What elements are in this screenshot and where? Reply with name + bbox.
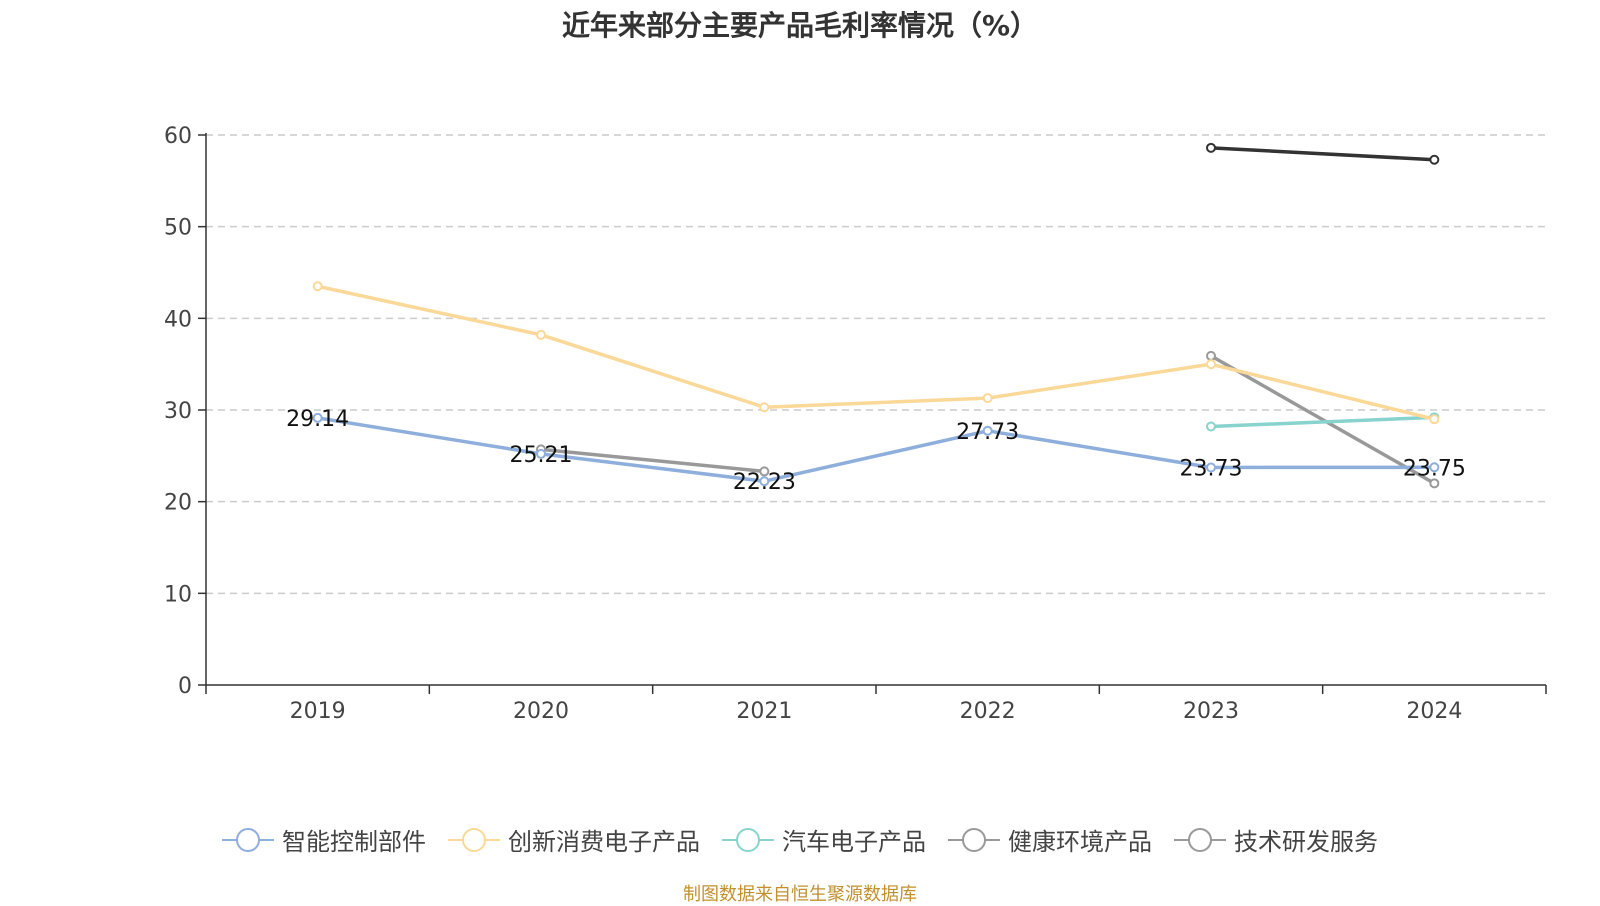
data-label: 27.73 bbox=[956, 420, 1019, 445]
y-tick-label: 30 bbox=[164, 399, 192, 424]
y-tick-label: 60 bbox=[164, 124, 192, 149]
series-line bbox=[1210, 146, 1435, 162]
data-label: 23.73 bbox=[1180, 456, 1243, 481]
data-label: 22.23 bbox=[733, 470, 796, 495]
data-point bbox=[982, 425, 993, 436]
data-point bbox=[1429, 462, 1440, 473]
y-tick-label: 0 bbox=[178, 674, 192, 699]
data-point bbox=[1429, 414, 1440, 425]
data-point bbox=[1429, 154, 1440, 165]
legend-marker-icon bbox=[722, 827, 774, 853]
legend-label: 技术研发服务 bbox=[1234, 828, 1378, 856]
x-tick-label: 2022 bbox=[960, 699, 1016, 724]
legend-label: 创新消费电子产品 bbox=[508, 828, 700, 856]
data-label: 23.75 bbox=[1403, 456, 1466, 481]
x-tick-label: 2019 bbox=[290, 699, 346, 724]
data-point bbox=[1206, 142, 1216, 153]
data-point bbox=[759, 476, 770, 487]
legend-label: 健康环境产品 bbox=[1008, 828, 1152, 856]
data-point bbox=[982, 393, 993, 404]
series-line bbox=[540, 447, 765, 474]
data-point bbox=[759, 402, 770, 413]
legend-marker-icon bbox=[448, 827, 500, 853]
legend: 智能控制部件 创新消费电子产品 汽车电子产品 健康环境产品 技术研发服务 bbox=[0, 822, 1600, 857]
y-tick-label: 20 bbox=[164, 491, 192, 516]
x-tick-label: 2020 bbox=[513, 699, 569, 724]
source-note: 制图数据来自恒生聚源数据库 bbox=[683, 884, 917, 905]
data-point bbox=[1429, 478, 1440, 489]
data-point bbox=[1206, 359, 1216, 370]
legend-marker-icon bbox=[1174, 827, 1226, 853]
series-line bbox=[317, 284, 1435, 421]
legend-item-smart-control[interactable]: 智能控制部件 bbox=[222, 822, 426, 857]
series-line bbox=[1210, 415, 1435, 429]
line-chart: 0 10 20 30 40 50 60 2019 2020 2021 2022 2023 2024 29.… bbox=[164, 124, 1547, 724]
legend-item-rd-services[interactable]: 技术研发服务 bbox=[1174, 822, 1378, 857]
data-point bbox=[759, 466, 770, 477]
series-line bbox=[1210, 354, 1436, 485]
data-label: 29.14 bbox=[286, 407, 349, 432]
y-tick-label: 40 bbox=[164, 307, 192, 332]
legend-label: 智能控制部件 bbox=[282, 828, 426, 856]
legend-item-health-environment[interactable]: 健康环境产品 bbox=[948, 822, 1152, 857]
x-tick-label: 2024 bbox=[1406, 699, 1462, 724]
data-point bbox=[1206, 462, 1216, 473]
data-point bbox=[1206, 350, 1216, 361]
x-tick-label: 2023 bbox=[1183, 699, 1239, 724]
data-point bbox=[312, 281, 323, 292]
series-line bbox=[317, 416, 1435, 483]
data-point bbox=[536, 329, 546, 340]
data-point bbox=[312, 412, 323, 423]
legend-item-auto-electronics[interactable]: 汽车电子产品 bbox=[722, 822, 926, 857]
legend-label: 汽车电子产品 bbox=[782, 828, 926, 856]
chart-title: 近年来部分主要产品毛利率情况（%） bbox=[561, 9, 1039, 42]
x-tick-label: 2021 bbox=[736, 699, 792, 724]
legend-item-consumer-electronics[interactable]: 创新消费电子产品 bbox=[448, 822, 700, 857]
y-tick-label: 10 bbox=[164, 582, 192, 607]
legend-marker-icon bbox=[222, 827, 274, 853]
data-point bbox=[536, 448, 546, 459]
y-tick-label: 50 bbox=[164, 216, 192, 241]
data-point bbox=[1206, 421, 1216, 432]
data-label: 25.21 bbox=[510, 443, 573, 468]
legend-marker-icon bbox=[948, 827, 1000, 853]
